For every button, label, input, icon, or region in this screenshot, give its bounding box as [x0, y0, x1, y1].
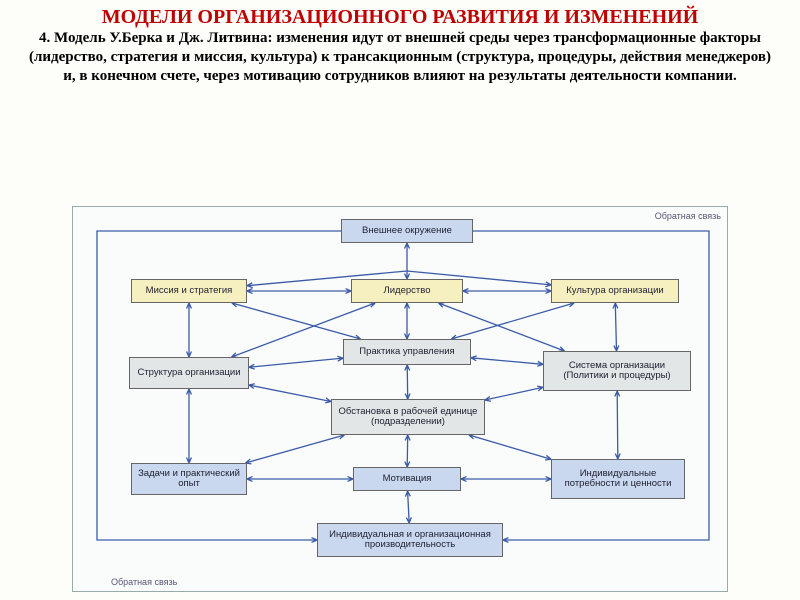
slide-subtitle: 4. Модель У.Берка и Дж. Литвина: изменен…: [0, 29, 800, 91]
slide-title: МОДЕЛИ ОРГАНИЗАЦИОННОГО РАЗВИТИЯ И ИЗМЕН…: [0, 0, 800, 29]
node-lead: Лидерство: [351, 279, 463, 303]
node-mis: Миссия и стратегия: [131, 279, 247, 303]
node-ext: Внешнее окружение: [341, 219, 473, 243]
node-cult: Культура организации: [551, 279, 679, 303]
node-need: Индивидуальные потребности и ценности: [551, 459, 685, 499]
feedback-label-right: Обратная связь: [655, 211, 721, 221]
node-mgmt: Практика управления: [343, 339, 471, 365]
node-sys: Система организации (Политики и процедур…: [543, 351, 691, 391]
node-task: Задачи и практический опыт: [131, 463, 247, 495]
feedback-label-left: Обратная связь: [111, 577, 177, 587]
diagram-frame: Обратная связь Обратная связь Внешнее ок…: [72, 206, 728, 592]
diagram-inner: Обратная связь Обратная связь Внешнее ок…: [73, 207, 727, 591]
node-clim: Обстановка в рабочей единице (подразделе…: [331, 399, 485, 435]
node-perf: Индивидуальная и организационная произво…: [317, 523, 503, 557]
node-motiv: Мотивация: [353, 467, 461, 491]
node-str: Структура организации: [129, 357, 249, 389]
